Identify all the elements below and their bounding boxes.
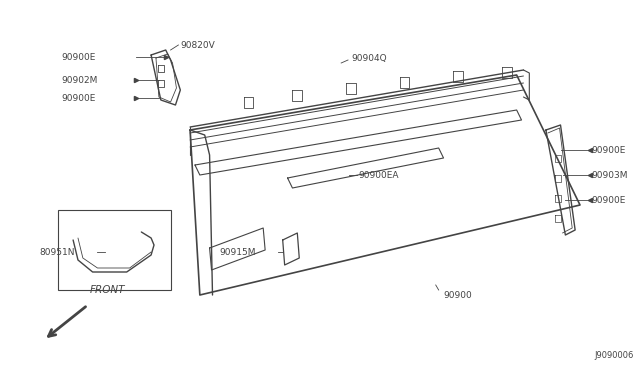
Bar — [58, 210, 171, 290]
Text: 90820V: 90820V — [180, 41, 215, 49]
Text: 90903M: 90903M — [592, 170, 628, 180]
Text: FRONT: FRONT — [90, 285, 125, 295]
Text: 90904Q: 90904Q — [351, 54, 387, 62]
Text: 90902M: 90902M — [61, 76, 98, 84]
Text: 90900E: 90900E — [592, 145, 626, 154]
Text: 90915M: 90915M — [220, 247, 256, 257]
Text: 90900E: 90900E — [61, 52, 96, 61]
Text: 80951N: 80951N — [39, 247, 74, 257]
Text: J9090006: J9090006 — [595, 351, 634, 360]
Text: 90900E: 90900E — [592, 196, 626, 205]
Text: 90900EA: 90900EA — [359, 170, 399, 180]
Text: 90900E: 90900E — [61, 93, 96, 103]
Text: 90900: 90900 — [444, 291, 472, 299]
